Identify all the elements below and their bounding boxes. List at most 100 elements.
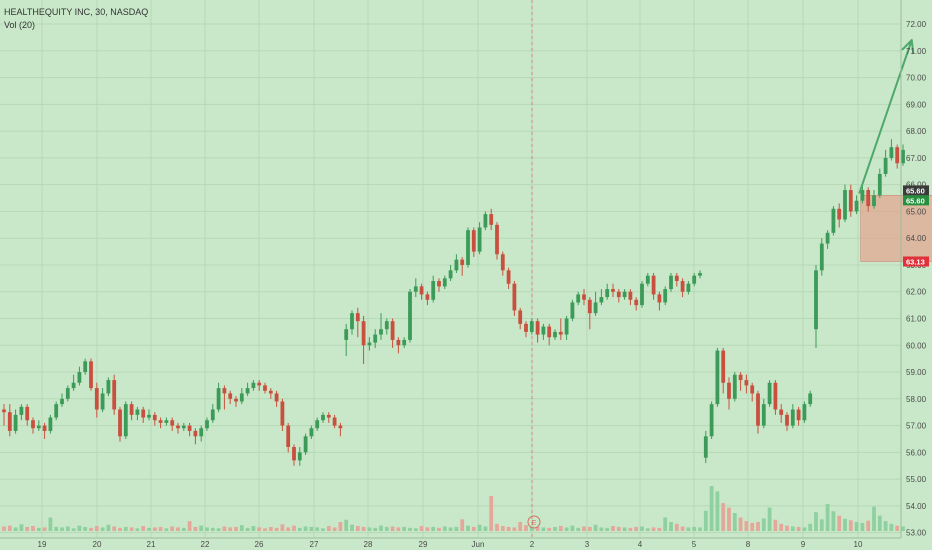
volume-bar — [529, 526, 534, 531]
volume-bar — [599, 527, 604, 531]
volume-bar — [355, 526, 360, 531]
volume-bar — [611, 526, 615, 531]
candle-body — [448, 270, 453, 279]
volume-bar — [431, 526, 436, 531]
volume-bar — [622, 527, 627, 531]
trend-arrow-line — [858, 39, 913, 194]
volume-bar — [13, 527, 18, 531]
volume-bar — [657, 527, 662, 531]
volume-bar — [541, 527, 546, 531]
candle-body — [413, 286, 418, 292]
candle-body — [65, 388, 70, 399]
candle-body — [460, 259, 465, 265]
volume-bar — [187, 521, 192, 531]
volume-bar — [524, 525, 528, 531]
y-tick-label: 65.00 — [906, 207, 927, 216]
x-tick-label: 9 — [801, 540, 806, 549]
candle-body — [866, 190, 871, 207]
volume-bar — [338, 522, 343, 531]
volume-bar — [883, 521, 888, 531]
candle-body — [622, 291, 627, 298]
volume-bar — [889, 523, 894, 531]
volume-bar — [54, 526, 59, 531]
volume-bar — [796, 526, 801, 531]
volume-bar — [703, 510, 708, 531]
volume-bar — [326, 526, 331, 531]
candle-body — [808, 393, 813, 405]
candle-body — [437, 281, 441, 287]
candle-body — [19, 406, 24, 415]
candle-body — [837, 208, 842, 220]
candle-body — [761, 404, 766, 426]
volume-bar — [640, 526, 644, 531]
volume-bar — [680, 526, 685, 531]
candle-body — [292, 446, 296, 461]
volume-bar — [83, 526, 88, 531]
candle-body — [36, 425, 41, 429]
candle-body — [570, 302, 575, 319]
volume-bar — [413, 528, 418, 531]
x-tick-label: 28 — [364, 540, 373, 549]
candle-body — [727, 382, 731, 399]
candle-body — [651, 275, 656, 295]
candle-body — [616, 291, 621, 298]
volume-bar — [634, 526, 639, 531]
candle-body — [210, 409, 215, 421]
volume-bar — [129, 527, 134, 531]
volume-bar — [535, 526, 540, 531]
candle-body — [663, 289, 668, 303]
volume-bar — [31, 526, 35, 531]
chart-legend: HEALTHEQUITY INC, 30, NASDAQ Vol (20) — [4, 6, 148, 32]
candle-body — [877, 173, 882, 196]
volume-bar — [19, 524, 24, 531]
candle-body — [181, 425, 186, 429]
volume-bar — [274, 527, 279, 531]
y-tick-label: 70.00 — [906, 74, 927, 83]
volume-bar — [860, 522, 865, 531]
volume-bar — [158, 526, 163, 531]
candle-body — [715, 350, 720, 405]
x-tick-label: 29 — [419, 540, 428, 549]
volume-bar — [831, 511, 836, 531]
candle-body — [628, 291, 633, 300]
y-tick-label: 55.00 — [906, 475, 927, 484]
volume-bar — [350, 524, 354, 531]
candle-body — [895, 147, 900, 164]
candle-body — [141, 409, 146, 418]
candle-body — [25, 406, 30, 421]
volume-bar — [645, 528, 650, 531]
candle-body — [263, 385, 267, 391]
volume-bar — [500, 526, 505, 531]
candle-body — [170, 420, 175, 426]
volume-bar — [228, 527, 233, 531]
volume-bar — [744, 521, 749, 531]
y-tick-label: 71.00 — [906, 47, 927, 56]
candle-body — [454, 259, 459, 271]
candle-body — [274, 393, 279, 402]
volume-bar — [506, 526, 511, 531]
candle-body — [872, 195, 876, 207]
candle-body — [83, 361, 88, 373]
volume-bar — [848, 520, 853, 531]
volume-bar — [193, 526, 198, 531]
candle-body — [738, 374, 743, 381]
candle-body — [147, 414, 151, 418]
candle-body — [686, 283, 691, 292]
volume-bar — [756, 522, 760, 531]
candle-body — [152, 414, 157, 421]
candle-body — [471, 230, 476, 252]
candle-body — [309, 428, 314, 437]
candle-body — [442, 278, 447, 287]
candle-body — [483, 214, 488, 228]
candle-body — [582, 294, 586, 300]
candle-body — [384, 321, 389, 330]
volume-bar — [437, 527, 441, 531]
volume-bar — [106, 524, 111, 531]
candle-body — [674, 275, 679, 282]
candle-body — [785, 414, 789, 426]
candle-body — [268, 390, 273, 394]
volume-bar — [42, 527, 47, 531]
volume-bar — [303, 526, 308, 531]
